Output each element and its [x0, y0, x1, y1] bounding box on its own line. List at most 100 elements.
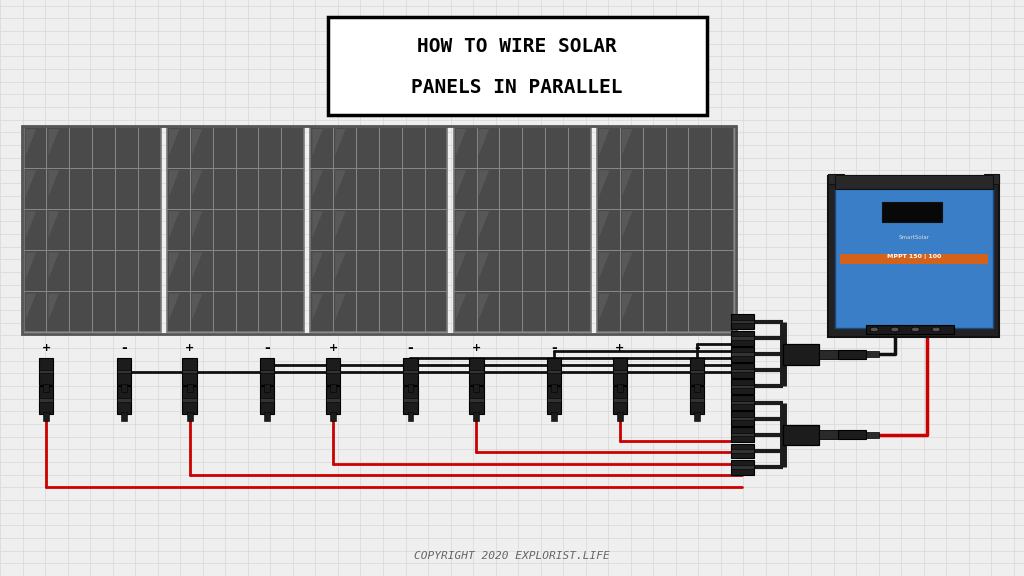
- Text: +: +: [615, 343, 625, 354]
- Bar: [866, 351, 879, 357]
- Bar: [866, 432, 879, 438]
- Text: -: -: [694, 342, 700, 355]
- Circle shape: [891, 327, 899, 332]
- Bar: [551, 384, 557, 392]
- Polygon shape: [478, 211, 489, 238]
- Text: -: -: [408, 342, 414, 355]
- Polygon shape: [599, 252, 609, 279]
- Bar: [731, 363, 754, 378]
- Polygon shape: [599, 129, 609, 156]
- Bar: [43, 412, 49, 421]
- Text: SmartSolar: SmartSolar: [898, 235, 930, 240]
- Bar: [783, 425, 819, 445]
- Bar: [731, 347, 754, 362]
- Polygon shape: [169, 294, 179, 320]
- Bar: [260, 370, 274, 373]
- Bar: [690, 358, 705, 385]
- Polygon shape: [169, 170, 179, 196]
- Bar: [731, 369, 754, 372]
- Bar: [835, 175, 993, 189]
- Polygon shape: [48, 170, 59, 196]
- Bar: [838, 350, 866, 359]
- Polygon shape: [312, 211, 323, 238]
- Bar: [731, 320, 754, 324]
- Polygon shape: [622, 252, 633, 279]
- Bar: [731, 411, 754, 426]
- Bar: [984, 174, 999, 184]
- Polygon shape: [456, 129, 466, 156]
- Text: -: -: [121, 342, 127, 355]
- Polygon shape: [191, 170, 203, 196]
- Text: HOW TO WIRE SOLAR: HOW TO WIRE SOLAR: [417, 37, 617, 56]
- Circle shape: [911, 327, 920, 332]
- Bar: [328, 17, 707, 115]
- Bar: [326, 399, 340, 401]
- Bar: [838, 430, 866, 439]
- Bar: [866, 325, 953, 334]
- Bar: [828, 176, 999, 337]
- Bar: [597, 127, 734, 332]
- Bar: [616, 412, 623, 421]
- Bar: [403, 386, 418, 414]
- Bar: [882, 202, 942, 222]
- Bar: [454, 127, 591, 332]
- Polygon shape: [456, 252, 466, 279]
- Polygon shape: [622, 211, 633, 238]
- Polygon shape: [335, 252, 346, 279]
- Bar: [39, 370, 53, 373]
- Bar: [117, 386, 131, 414]
- Bar: [731, 427, 754, 442]
- Bar: [403, 358, 418, 385]
- Polygon shape: [335, 211, 346, 238]
- Bar: [403, 399, 418, 401]
- Bar: [612, 399, 627, 401]
- Bar: [547, 399, 561, 401]
- Polygon shape: [599, 170, 609, 196]
- Bar: [731, 433, 754, 437]
- Polygon shape: [456, 294, 466, 320]
- Polygon shape: [622, 170, 633, 196]
- Bar: [326, 370, 340, 373]
- Polygon shape: [48, 294, 59, 320]
- Polygon shape: [478, 170, 489, 196]
- Bar: [469, 358, 483, 385]
- Polygon shape: [191, 211, 203, 238]
- Polygon shape: [169, 252, 179, 279]
- Bar: [819, 350, 838, 359]
- Bar: [408, 384, 414, 392]
- Circle shape: [870, 327, 879, 332]
- Bar: [186, 384, 193, 392]
- Bar: [182, 386, 197, 414]
- Bar: [326, 386, 340, 414]
- Bar: [690, 386, 705, 414]
- Bar: [186, 412, 193, 421]
- Polygon shape: [456, 170, 466, 196]
- Bar: [694, 384, 700, 392]
- Bar: [731, 353, 754, 356]
- Bar: [473, 412, 479, 421]
- Bar: [39, 386, 53, 414]
- Polygon shape: [312, 252, 323, 279]
- Polygon shape: [335, 129, 346, 156]
- Bar: [117, 358, 131, 385]
- Polygon shape: [26, 129, 36, 156]
- Bar: [612, 386, 627, 414]
- Bar: [469, 370, 483, 373]
- Bar: [731, 460, 754, 475]
- Bar: [403, 370, 418, 373]
- Bar: [819, 430, 838, 439]
- Polygon shape: [48, 252, 59, 279]
- Polygon shape: [26, 170, 36, 196]
- Text: PANELS IN PARALLEL: PANELS IN PARALLEL: [412, 78, 623, 97]
- Polygon shape: [456, 211, 466, 238]
- Polygon shape: [48, 129, 59, 156]
- Bar: [612, 370, 627, 373]
- Polygon shape: [599, 294, 609, 320]
- Polygon shape: [335, 170, 346, 196]
- Bar: [469, 399, 483, 401]
- Bar: [690, 399, 705, 401]
- Bar: [731, 336, 754, 340]
- Polygon shape: [312, 170, 323, 196]
- Bar: [182, 358, 197, 385]
- Bar: [473, 384, 479, 392]
